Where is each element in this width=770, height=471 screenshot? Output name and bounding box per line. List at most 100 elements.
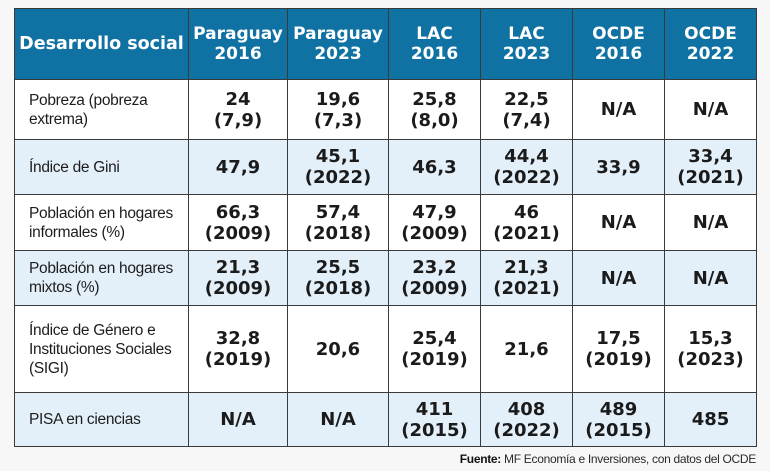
row-label-line: Pobreza (pobreza [29, 91, 148, 109]
cell-value: 21,6 [504, 338, 549, 360]
table-cell: 33,4 (2021) [664, 139, 757, 195]
cell-value: 57,4 [315, 201, 361, 223]
row-label-line: Índice de Género e [29, 321, 156, 339]
table-cell: 46 (2021) [480, 194, 573, 251]
cell-value: 44,4 [504, 146, 549, 167]
cell-note: (2018) [304, 278, 372, 299]
source-text: MF Economía e Inversiones, con datos del… [501, 452, 756, 466]
table-cell: 44,4 (2022) [480, 139, 573, 195]
row-label-line: informales (%) [29, 223, 125, 241]
cell-value: 24 [225, 88, 251, 110]
table-cell: N/A [664, 194, 757, 251]
table-cell: 22,5 (7,4) [480, 79, 573, 140]
row-label: PISA en ciencias [14, 392, 189, 447]
source-note: Fuente: MF Economía e Inversiones, con d… [459, 452, 757, 466]
cell-value: 21,3 [215, 257, 261, 278]
cell-value: 45,1 [315, 146, 361, 167]
cell-value: 17,5 [596, 328, 641, 349]
row-label: Índice de Gini [14, 139, 189, 195]
table-row: Pobreza (pobreza extrema) 24 (7,9) 19,6 (7,3)… [14, 79, 757, 140]
cell-value: N/A [220, 409, 256, 430]
column-header: Paraguay 2016 [188, 8, 288, 80]
cell-value: 25,4 [412, 328, 457, 349]
table-cell: 25,4 (2019) [388, 305, 481, 393]
cell-note: (2022) [493, 419, 560, 441]
cell-value: N/A [692, 212, 729, 233]
table-cell: N/A [664, 79, 757, 140]
table-body: Pobreza (pobreza extrema) 24 (7,9) 19,6 (7,3)… [14, 79, 757, 447]
table-cell: 15,3 (2023) [664, 305, 757, 393]
cell-value: N/A [692, 99, 729, 120]
cell-value: N/A [600, 267, 637, 289]
header-line1: Desarrollo social [19, 34, 184, 54]
table-row: Índice de Gini 47,9 45,1 (2022) 46,3 44,4 (202… [14, 139, 757, 195]
row-label-line: Instituciones Sociales [29, 340, 172, 358]
cell-value: 25,8 [412, 88, 457, 110]
row-label: Índice de Género e Instituciones Sociales… [14, 305, 189, 393]
cell-value: 47,9 [412, 201, 457, 223]
row-label: Población en hogares informales (%) [14, 194, 189, 251]
column-header: LAC 2016 [388, 8, 481, 80]
table-cell: 23,2 (2009) [388, 250, 481, 306]
header-line2: 2022 [686, 44, 735, 64]
cell-note: (2021) [677, 167, 744, 188]
table-cell: 46,3 [388, 139, 481, 195]
cell-note: (7,4) [502, 109, 551, 131]
header-line2: 2016 [214, 44, 262, 64]
table-cell: 24 (7,9) [188, 79, 288, 140]
table-cell: N/A [287, 392, 389, 447]
table-cell: 411 (2015) [388, 392, 481, 447]
table-row: Población en hogares mixtos (%) 21,3 (2009)… [14, 250, 757, 306]
row-label-line: PISA en ciencias [29, 411, 141, 428]
table-cell: 25,5 (2018) [287, 250, 389, 306]
cell-value: 25,5 [315, 257, 361, 278]
header-line1: LAC [508, 24, 545, 44]
table-cell: 489 (2015) [572, 392, 665, 447]
table-cell: 21,3 (2009) [188, 250, 288, 306]
cell-value: 489 [599, 398, 638, 420]
column-header: OCDE 2022 [664, 8, 757, 80]
table-cell: 66,3 (2009) [188, 194, 288, 251]
column-header: LAC 2023 [480, 8, 573, 80]
header-line1: Paraguay [193, 24, 283, 44]
cell-note: (2022) [493, 167, 560, 188]
table-cell: 25,8 (8,0) [388, 79, 481, 140]
cell-value: 33,9 [596, 156, 641, 178]
cell-value: 21,3 [504, 257, 549, 278]
row-label: Pobreza (pobreza extrema) [14, 79, 189, 140]
cell-value: N/A [600, 212, 637, 233]
header-line1: Paraguay [293, 24, 383, 44]
table-cell: N/A [572, 194, 665, 251]
header-desarrollo-social: Desarrollo social [14, 8, 189, 80]
cell-value: 411 [415, 398, 454, 420]
table-cell: 47,9 (2009) [388, 194, 481, 251]
table-cell: 485 [664, 392, 757, 447]
header-line2: 2023 [502, 44, 551, 64]
cell-note: (2009) [204, 278, 272, 299]
cell-note: (2023) [677, 349, 744, 370]
cell-value: 66,3 [215, 201, 261, 223]
cell-note: (2009) [401, 278, 468, 299]
row-label-line: Población en hogares [29, 260, 173, 277]
header-line2: 2023 [314, 44, 362, 64]
table-cell: N/A [664, 250, 757, 306]
cell-value: 23,2 [412, 257, 457, 278]
header-line1: LAC [416, 24, 453, 44]
cell-note: (2009) [401, 222, 468, 244]
table-cell: 57,4 (2018) [287, 194, 389, 251]
cell-note: (2019) [401, 349, 468, 370]
header-line2: 2016 [410, 44, 459, 64]
cell-note: (8,0) [410, 109, 459, 131]
cell-value: 33,4 [688, 146, 733, 167]
table-cell: 20,6 [287, 305, 389, 393]
table-cell: N/A [572, 250, 665, 306]
cell-value: 22,5 [504, 88, 549, 110]
table-cell: N/A [572, 79, 665, 140]
table-cell: N/A [188, 392, 288, 447]
cell-note: (2015) [401, 419, 468, 441]
cell-note: (2021) [493, 278, 560, 299]
cell-value: 15,3 [688, 328, 733, 349]
table-cell: 33,9 [572, 139, 665, 195]
cell-note: (2021) [493, 222, 560, 244]
source-label: Fuente: [459, 452, 502, 466]
